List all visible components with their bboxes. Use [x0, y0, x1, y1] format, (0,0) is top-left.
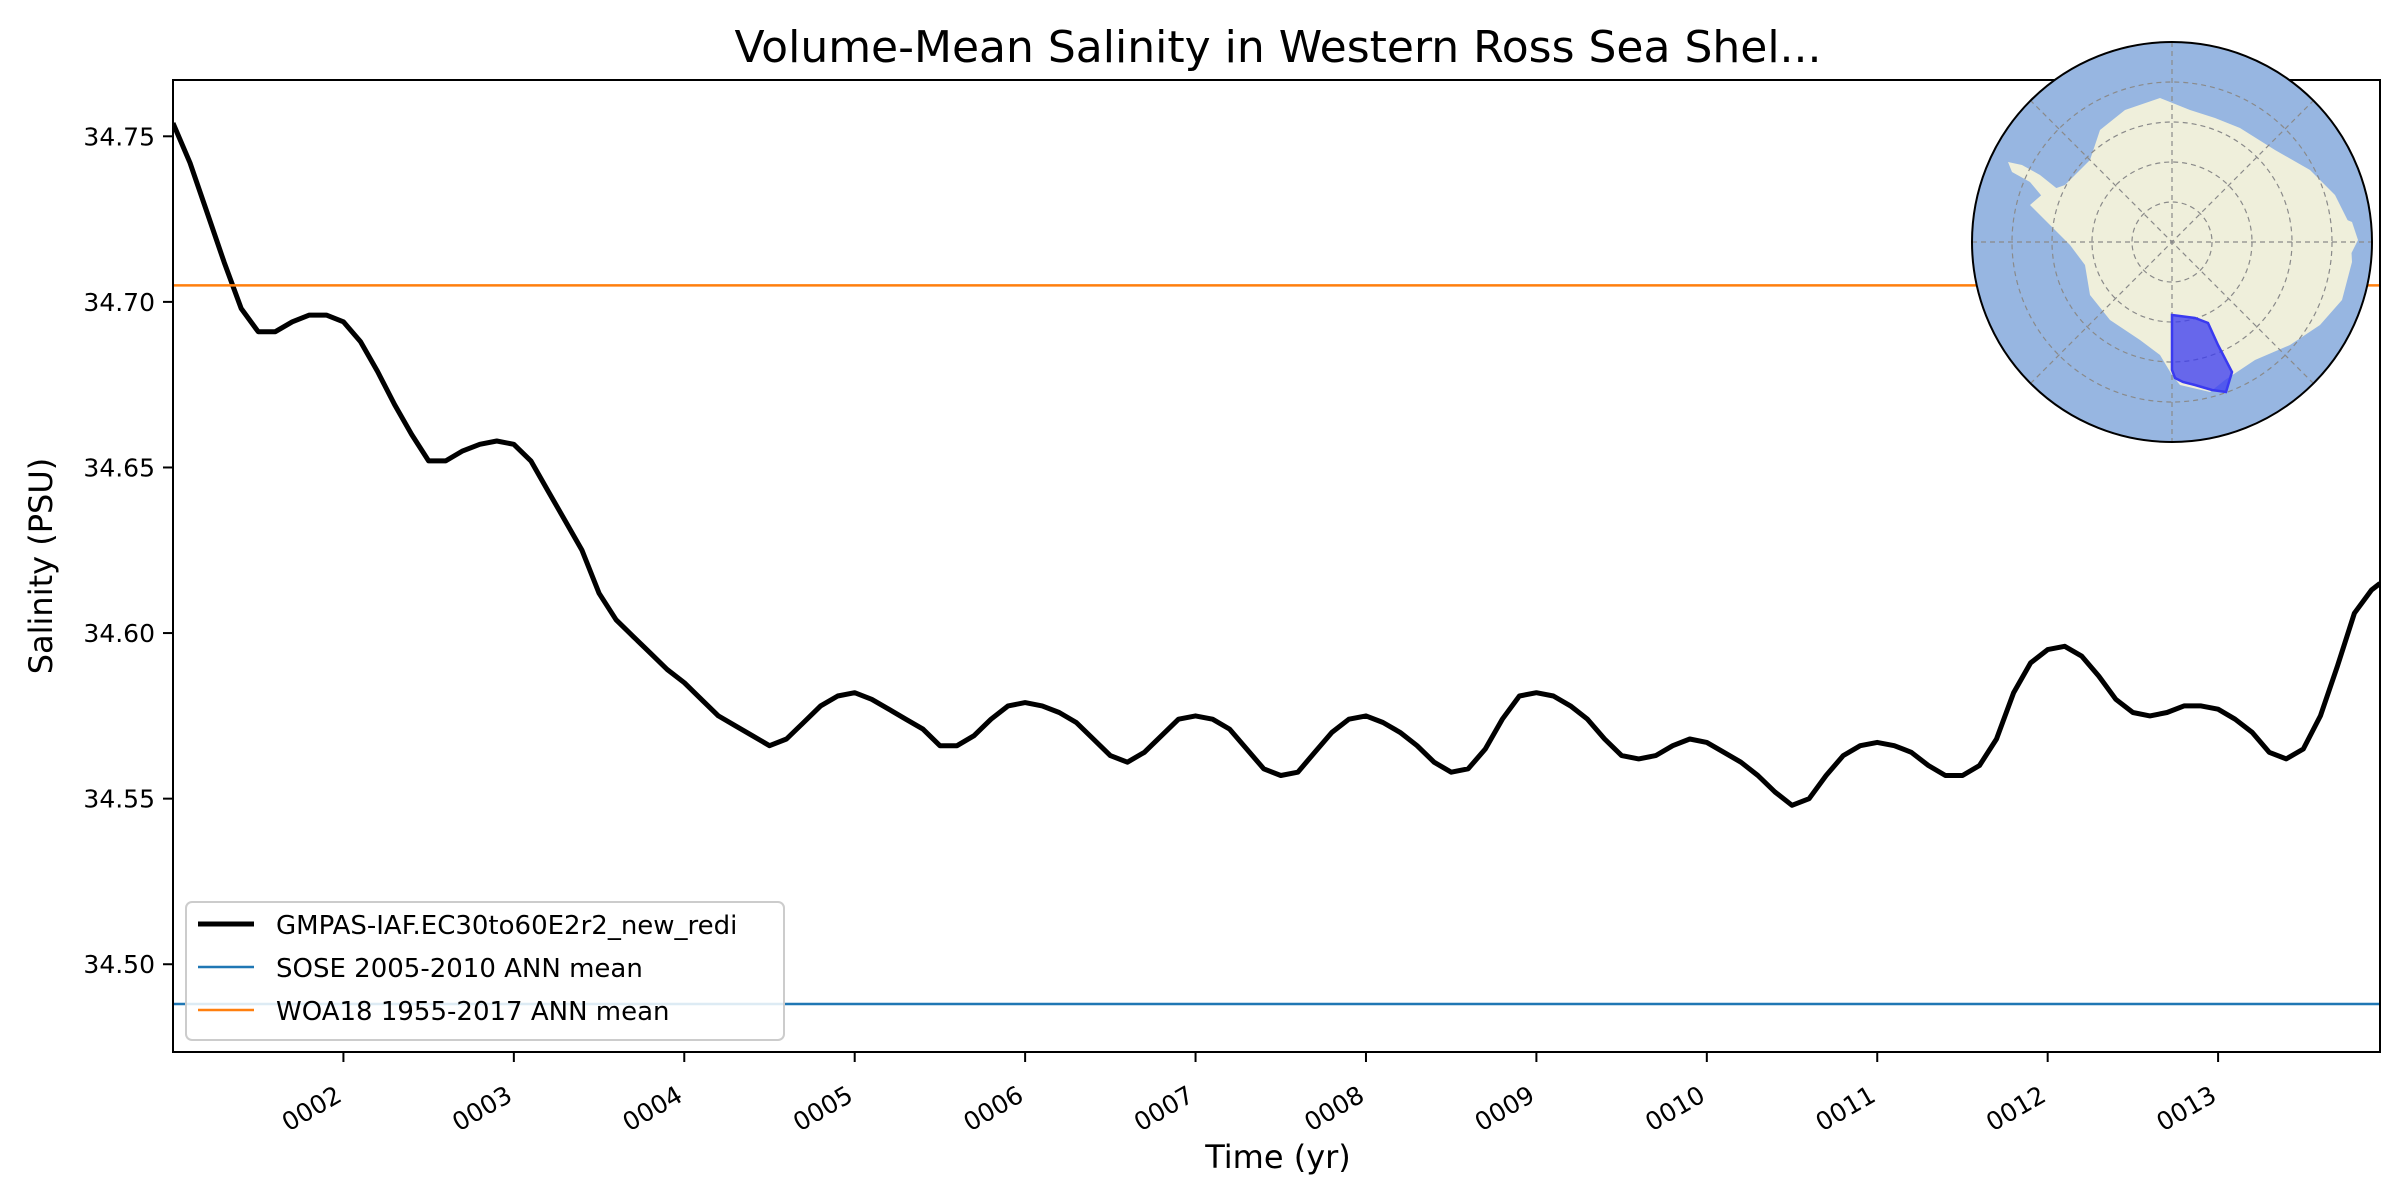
antarctic-peninsula	[2008, 162, 2065, 212]
legend-box	[185, 901, 785, 1041]
chart-title: Volume-Mean Salinity in Western Ross Sea…	[734, 22, 1821, 73]
antarctica-inset-map	[1971, 41, 2373, 443]
x-tick-label: 0005	[788, 1080, 858, 1137]
y-tick-label: 34.75	[83, 122, 155, 151]
x-tick-label: 0010	[1640, 1080, 1710, 1137]
y-tick-label: 34.70	[83, 288, 155, 317]
inset-graticule	[1972, 42, 2372, 442]
x-tick-label: 0008	[1299, 1080, 1369, 1137]
legend-label-sose: SOSE 2005-2010 ANN mean	[276, 954, 643, 984]
x-tick-label: 0012	[1981, 1080, 2051, 1137]
inset-border	[1971, 41, 2373, 443]
y-tick-label: 34.55	[83, 785, 155, 814]
antarctica-landmass	[2030, 98, 2352, 392]
x-tick-label: 0006	[959, 1080, 1029, 1137]
x-tick-label: 0013	[2151, 1080, 2221, 1137]
x-tick-label: 0004	[618, 1080, 688, 1137]
x-axis-label: Time (yr)	[1204, 1138, 1351, 1176]
x-tick-label: 0009	[1470, 1080, 1540, 1137]
y-tick-label: 34.50	[83, 950, 155, 979]
y-tick-label: 34.60	[83, 619, 155, 648]
x-tick-label: 0007	[1129, 1080, 1199, 1137]
x-axis: 0002 0003 0004 0005 0006 0007 0008 0009 0010 0011…	[277, 1052, 2221, 1137]
x-tick-label: 0002	[277, 1080, 347, 1137]
y-axis: 34.50 34.55 34.60 34.65 34.70 34.75	[83, 122, 173, 979]
legend-label-gmpas: GMPAS-IAF.EC30to60E2r2_new_redi	[276, 911, 737, 941]
legend: GMPAS-IAF.EC30to60E2r2_new_redi SOSE 200…	[185, 901, 785, 1041]
x-tick-label: 0011	[1811, 1080, 1881, 1137]
east-antarctica-coast	[2335, 215, 2358, 258]
western-ross-sea-shelf-region	[2170, 313, 2234, 394]
y-axis-label: Salinity (PSU)	[22, 458, 60, 675]
plot-area-frame	[172, 79, 2381, 1053]
y-tick-label: 34.65	[83, 453, 155, 482]
x-tick-label: 0003	[447, 1080, 517, 1137]
legend-label-woa18: WOA18 1955-2017 ANN mean	[276, 997, 670, 1027]
series-line-0	[173, 122, 2380, 808]
